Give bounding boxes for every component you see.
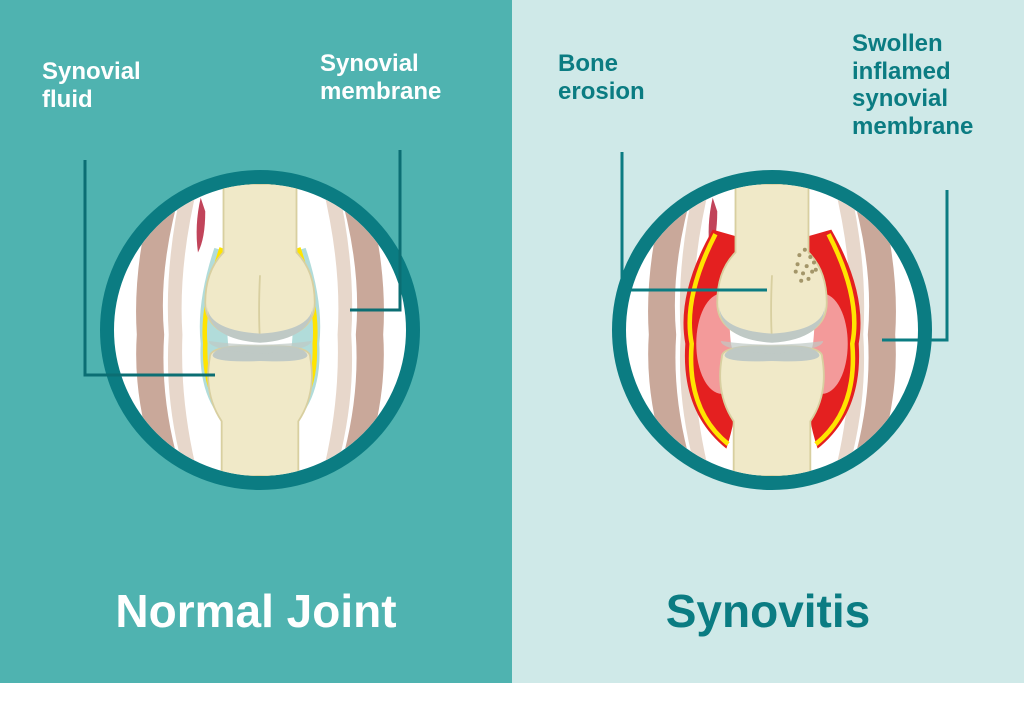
- label-synovial-fluid: Synovialfluid: [42, 58, 141, 113]
- leader-lines-left: [30, 40, 542, 723]
- leader-lines-right: [542, 40, 1024, 723]
- panel-normal-joint: Synovialfluid Synovialmembrane Normal Jo…: [0, 0, 512, 683]
- label-synovial-membrane: Synovialmembrane: [320, 50, 441, 105]
- infographic-container: Synovialfluid Synovialmembrane Normal Jo…: [0, 0, 1024, 683]
- label-bone-erosion: Boneerosion: [558, 50, 645, 105]
- label-swollen-membrane: Swolleninflamedsynovialmembrane: [852, 30, 973, 140]
- panel-synovitis: Boneerosion Swolleninflamedsynovialmembr…: [512, 0, 1024, 683]
